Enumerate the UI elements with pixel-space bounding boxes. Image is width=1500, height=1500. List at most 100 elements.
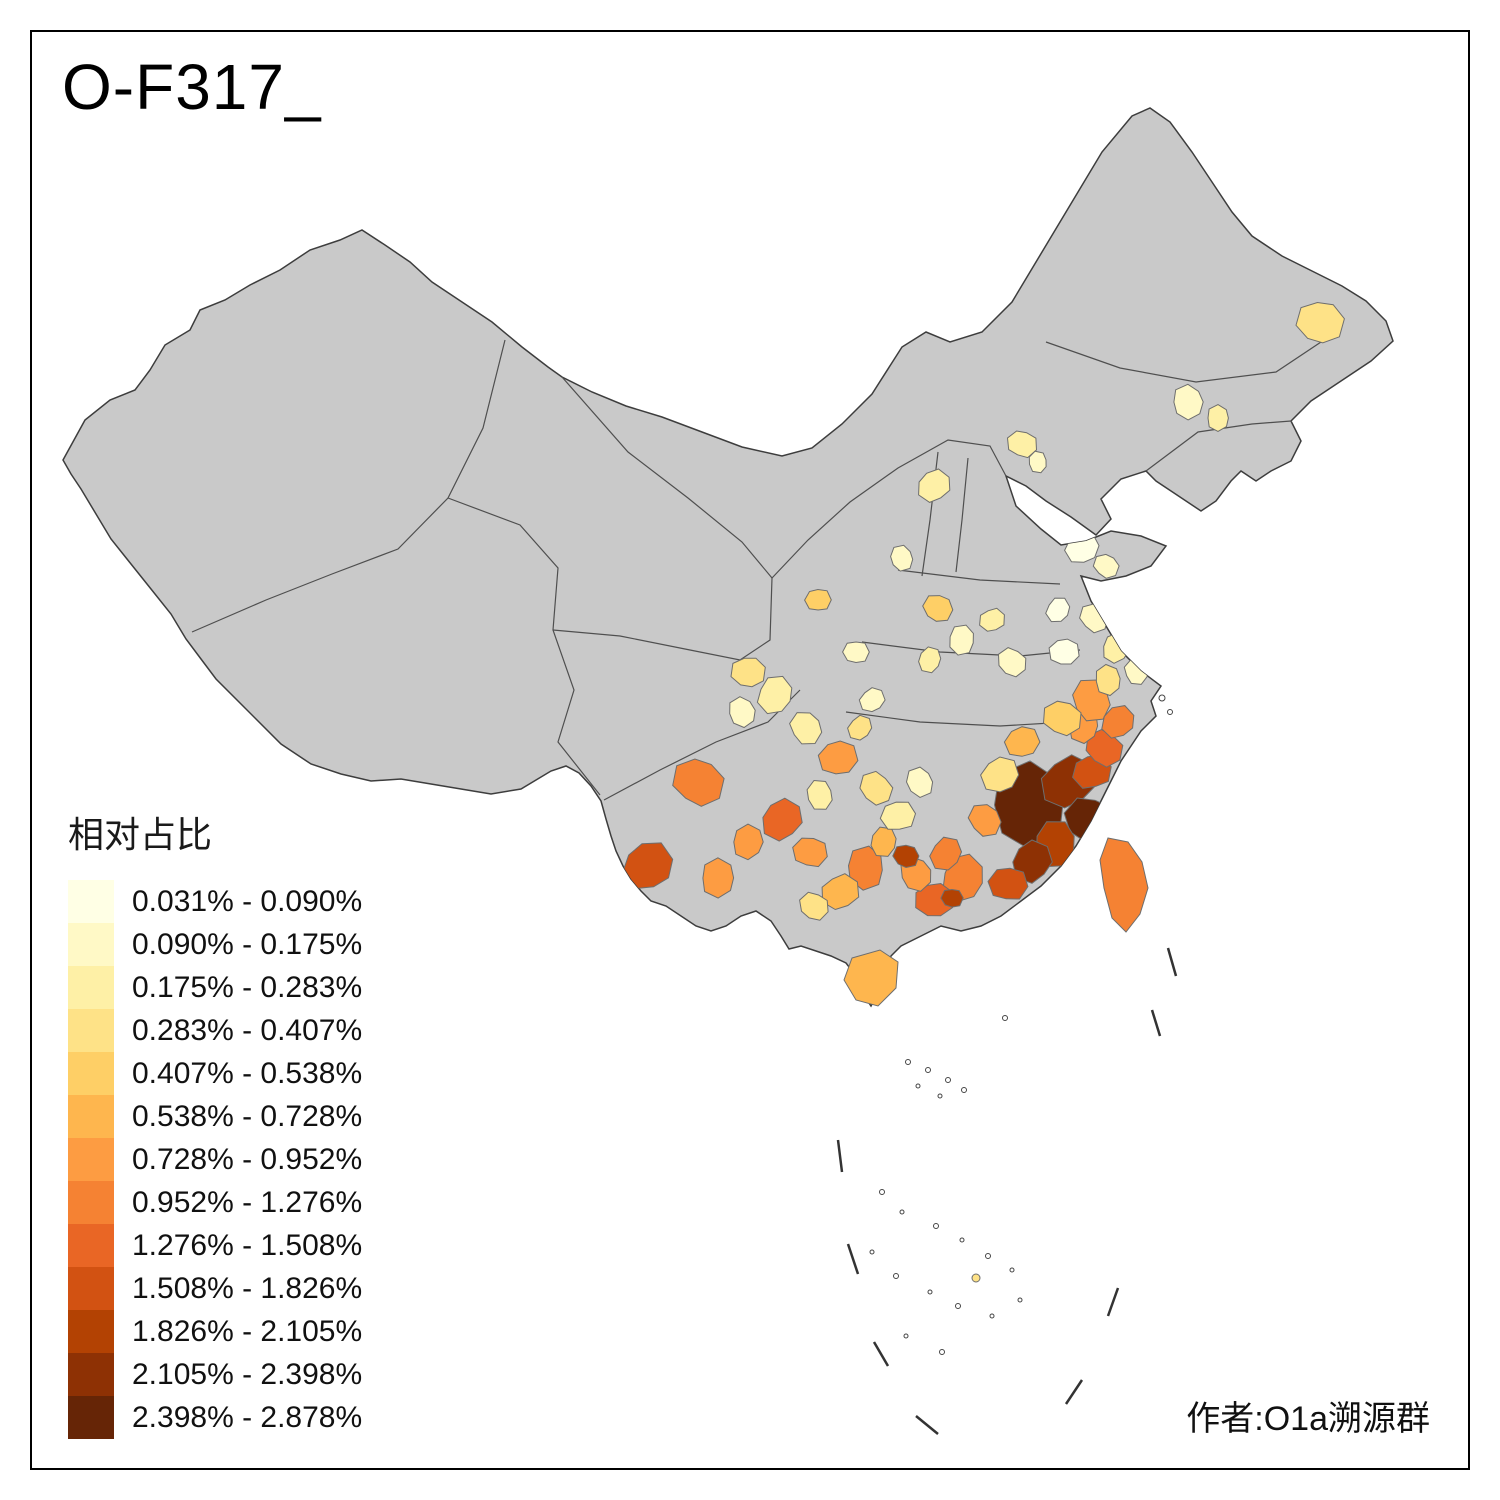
legend-label: 2.398% - 2.878% [132,1400,363,1434]
legend-swatch-9 [68,1224,114,1267]
legend-row: 1.826% - 2.105% [68,1310,362,1353]
map-region-hainan [843,949,899,1007]
map-region [1092,553,1120,579]
map-region [1207,404,1229,432]
legend-label: 1.508% - 1.826% [132,1271,363,1305]
map-region [733,823,764,861]
map-region [756,675,793,715]
legend-swatch-13 [68,1396,114,1439]
legend-row: 0.175% - 0.283% [68,966,362,1009]
map-region-taiwan [1099,837,1149,933]
map-region [997,647,1027,678]
map-region [672,758,725,807]
legend-swatch-7 [68,1138,114,1181]
legend-swatch-8 [68,1181,114,1224]
map-region [940,888,964,908]
legend-label: 0.175% - 0.283% [132,970,363,1004]
map-region [804,588,832,611]
map-region [799,891,829,921]
map-region [789,712,823,745]
map-region [905,766,934,798]
map-region [929,836,963,871]
legend-title: 相对占比 [68,814,213,855]
map-region [847,714,873,741]
legend-label: 0.728% - 0.952% [132,1142,363,1176]
legend-row: 2.105% - 2.398% [68,1353,362,1396]
legend-label: 0.090% - 0.175% [132,927,363,961]
map-region [1042,700,1082,737]
legend-swatch-3 [68,966,114,1009]
map-region [922,595,954,622]
map-region [980,756,1020,793]
map-region [730,657,766,688]
map-region [987,867,1029,900]
legend-swatch-4 [68,1009,114,1052]
map-region [915,882,954,917]
colored-prefectures [621,301,1345,921]
legend-swatch-5 [68,1052,114,1095]
attribution-text: 作者:O1a溯源群 [1186,1400,1430,1438]
south-china-sea-features [836,694,1178,1435]
map-region [842,641,870,664]
legend-row: 0.031% - 0.090% [68,880,362,923]
legend-row: 1.276% - 1.508% [68,1224,362,1267]
legend-swatch-10 [68,1267,114,1310]
small-colored-islet [971,1273,981,1283]
map-region [1295,301,1345,344]
map-region [979,607,1005,632]
legend-row: 1.508% - 1.826% [68,1267,362,1310]
map-region [967,804,1002,837]
legend-label: 1.276% - 1.508% [132,1228,363,1262]
map-region [821,873,860,911]
map-region [870,826,897,857]
legend-row: 0.538% - 0.728% [68,1095,362,1138]
legend-label: 1.826% - 2.105% [132,1314,363,1348]
legend-label: 0.538% - 0.728% [132,1099,363,1133]
map-region [858,687,886,713]
province-boundaries [191,331,1337,801]
map-region [879,801,917,830]
map-region [806,779,833,810]
legend-row: 0.952% - 1.276% [68,1181,362,1224]
legend-row: 2.398% - 2.878% [68,1396,362,1439]
legend-label: 0.407% - 0.538% [132,1056,363,1090]
map-region [1045,597,1071,623]
map-region [729,696,756,729]
map-region [1028,450,1047,474]
legend-row: 0.090% - 0.175% [68,923,362,966]
legend-label: 0.283% - 0.407% [132,1013,363,1047]
legend-row: 0.728% - 0.952% [68,1138,362,1181]
map-region [817,740,859,775]
legend-row: 0.407% - 0.538% [68,1052,362,1095]
map-region [1173,383,1204,421]
map-region [1101,705,1135,739]
page-title: O-F317_ [62,51,322,123]
legend-swatch-11 [68,1310,114,1353]
colored-islands [843,837,1149,1007]
map-region [1095,663,1121,697]
map-region [892,844,920,869]
legend-swatch-2 [68,923,114,966]
legend-swatch-12 [68,1353,114,1396]
map-region [918,468,951,503]
legend-row: 0.283% - 0.407% [68,1009,362,1052]
map-region [1048,638,1080,665]
legend-label: 0.952% - 1.276% [132,1185,363,1219]
map-region [702,857,735,899]
legend-swatch-6 [68,1095,114,1138]
map-region [621,842,674,890]
map-region [918,646,942,674]
legend-label: 2.105% - 2.398% [132,1357,363,1391]
map-region [949,624,974,656]
legend-rows: 0.031% - 0.090% 0.090% - 0.175% 0.175% - 0… [68,880,362,1439]
map-region [762,797,803,842]
map-region [792,837,828,868]
map-region [890,544,914,572]
map-region [859,770,894,806]
legend-label: 0.031% - 0.090% [132,884,363,918]
map-region [1003,726,1041,757]
legend-swatch-1 [68,880,114,923]
legend: 相对占比 0.031% - 0.090% 0.090% - 0.175% 0.175… [68,806,362,1439]
